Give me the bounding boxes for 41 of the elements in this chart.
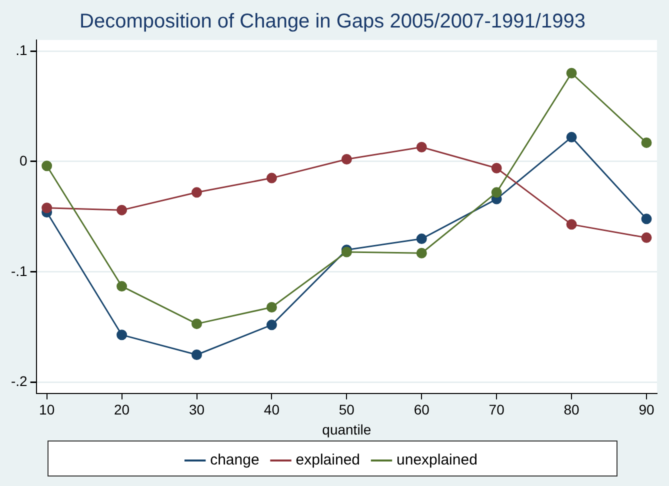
x-tick-label: 60 [414,402,430,418]
point [116,330,128,340]
y-tick-label: .1 [16,42,28,58]
legend-label: change [210,452,260,469]
point [416,248,427,258]
x-tick-label: 80 [564,402,580,418]
x-tick-label: 90 [638,402,655,418]
point [641,232,652,243]
point [116,204,128,216]
point [416,234,427,244]
legend-label: unexplained [396,452,478,469]
point [566,132,577,142]
point [42,202,52,214]
point [491,162,502,174]
y-tick-label: 0 [20,152,28,168]
legend-label: explained [296,452,360,469]
x-tick-label: 70 [488,402,505,418]
x-tick-label: 20 [114,402,130,418]
chart-title: Decomposition of Change in Gaps 2005/2007-1991/1993 [80,10,586,33]
x-tick-label: 30 [188,402,205,418]
point [192,318,202,330]
point [192,187,202,198]
point [42,160,52,172]
point [116,281,128,292]
point [566,68,577,78]
point [416,142,427,152]
point [641,137,652,148]
y-tick-label: -.1 [10,262,28,279]
point [266,172,277,184]
x-axis-title: quantile [322,421,372,438]
point [566,219,577,230]
x-tick-label: 40 [264,402,280,418]
x-tick-label: 10 [39,402,55,418]
point [266,302,277,313]
point [192,349,202,360]
point [491,187,502,198]
point [341,154,352,165]
point [641,214,652,224]
point [266,320,277,330]
y-tick-label: -.2 [10,373,28,390]
x-tick-label: 50 [338,402,355,418]
